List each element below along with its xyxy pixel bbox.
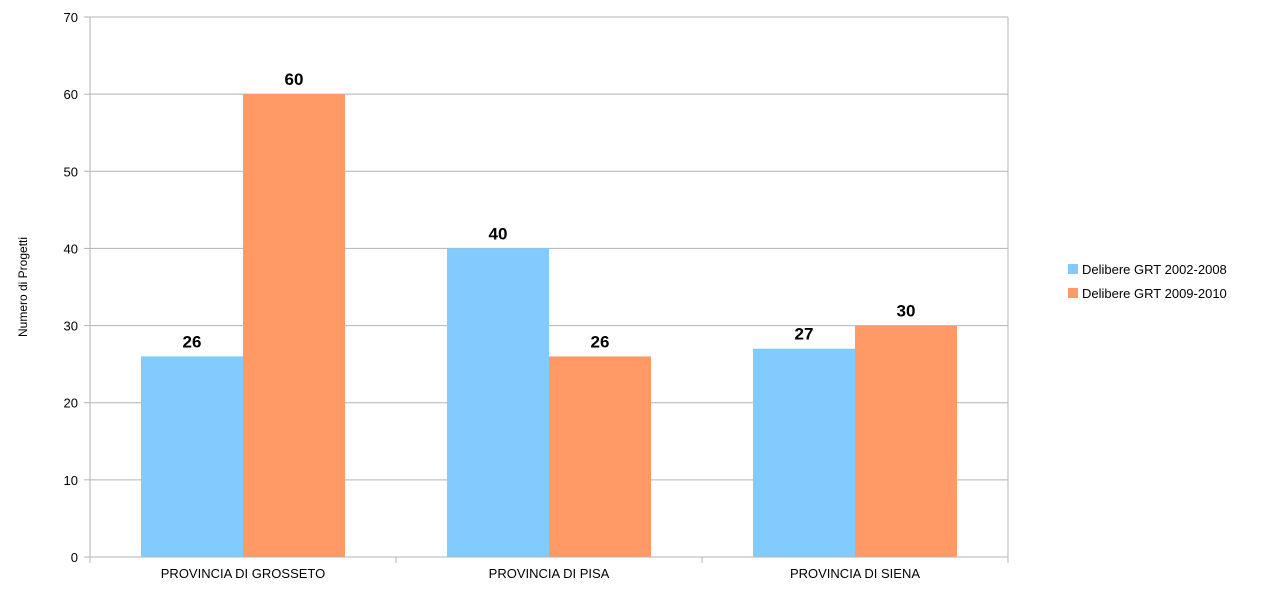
- data-label: 30: [897, 302, 916, 321]
- legend-swatch: [1068, 264, 1078, 274]
- data-labels: 26 60 40 26 27 30: [183, 70, 916, 351]
- legend-swatch: [1068, 288, 1078, 298]
- bar: [753, 348, 855, 557]
- bar: [855, 325, 957, 557]
- y-tick-label: 60: [64, 87, 78, 102]
- data-label: 40: [489, 224, 508, 243]
- data-label: 27: [795, 325, 814, 344]
- y-tick-label: 50: [64, 164, 78, 179]
- legend-label: Delibere GRT 2009-2010: [1082, 286, 1227, 301]
- y-axis-title: Numero di Progetti: [16, 237, 30, 337]
- bar: [243, 94, 345, 558]
- x-category-label: PROVINCIA DI PISA: [489, 566, 610, 581]
- y-tick-label: 20: [64, 396, 78, 411]
- axes: 0 10 20 30 40 50 60 70 PROVINCIA DI GROSSETO PROV…: [64, 10, 1009, 581]
- x-category-label: PROVINCIA DI SIENA: [790, 566, 920, 581]
- x-category-label: PROVINCIA DI GROSSETO: [161, 566, 325, 581]
- y-tick-label: 10: [64, 473, 78, 488]
- bars: [141, 94, 957, 558]
- legend-label: Delibere GRT 2002-2008: [1082, 262, 1227, 277]
- data-label: 26: [591, 332, 610, 351]
- bar: [549, 356, 651, 557]
- bar: [141, 356, 243, 557]
- bar: [447, 248, 549, 557]
- y-tick-label: 0: [71, 550, 78, 565]
- y-tick-label: 70: [64, 10, 78, 25]
- legend: Delibere GRT 2002-2008 Delibere GRT 2009-…: [1068, 262, 1227, 301]
- y-tick-label: 40: [64, 241, 78, 256]
- y-tick-label: 30: [64, 319, 78, 334]
- data-label: 60: [285, 70, 304, 89]
- data-label: 26: [183, 332, 202, 351]
